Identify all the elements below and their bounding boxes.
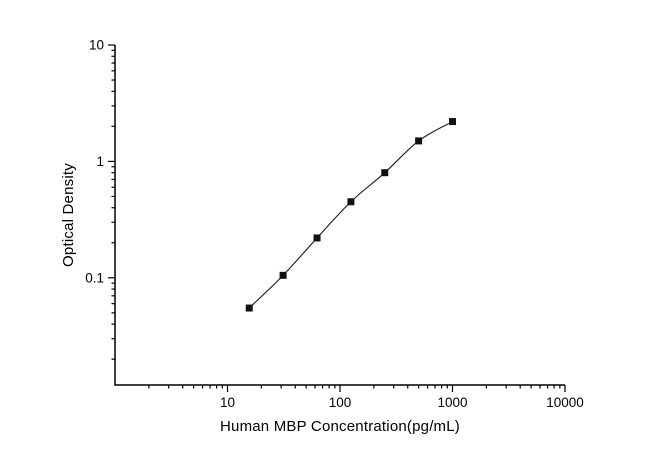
y-tick-label: 0.1 <box>85 270 104 285</box>
axes-frame <box>114 45 565 386</box>
x-tick-label: 100 <box>329 395 352 410</box>
y-tick-label: 10 <box>89 38 104 53</box>
data-point-marker <box>279 271 287 279</box>
data-point-marker <box>245 304 253 312</box>
x-tick-label: 1000 <box>437 395 467 410</box>
x-axis-title: Human MBP Concentration(pg/mL) <box>220 418 460 435</box>
data-point-marker <box>449 118 456 126</box>
x-tick-label: 10 <box>220 395 235 410</box>
data-point-marker <box>313 234 321 242</box>
y-tick-label: 1 <box>96 154 104 169</box>
x-tick-label: 10000 <box>546 395 584 410</box>
data-point-marker <box>415 137 423 145</box>
series-line <box>248 121 453 309</box>
data-point-marker <box>347 198 355 206</box>
data-point-marker <box>381 169 389 177</box>
y-axis-title: Optical Density <box>60 163 77 267</box>
plot-area: 10 100 1000 10000 0.1 1 10 <box>85 38 584 411</box>
